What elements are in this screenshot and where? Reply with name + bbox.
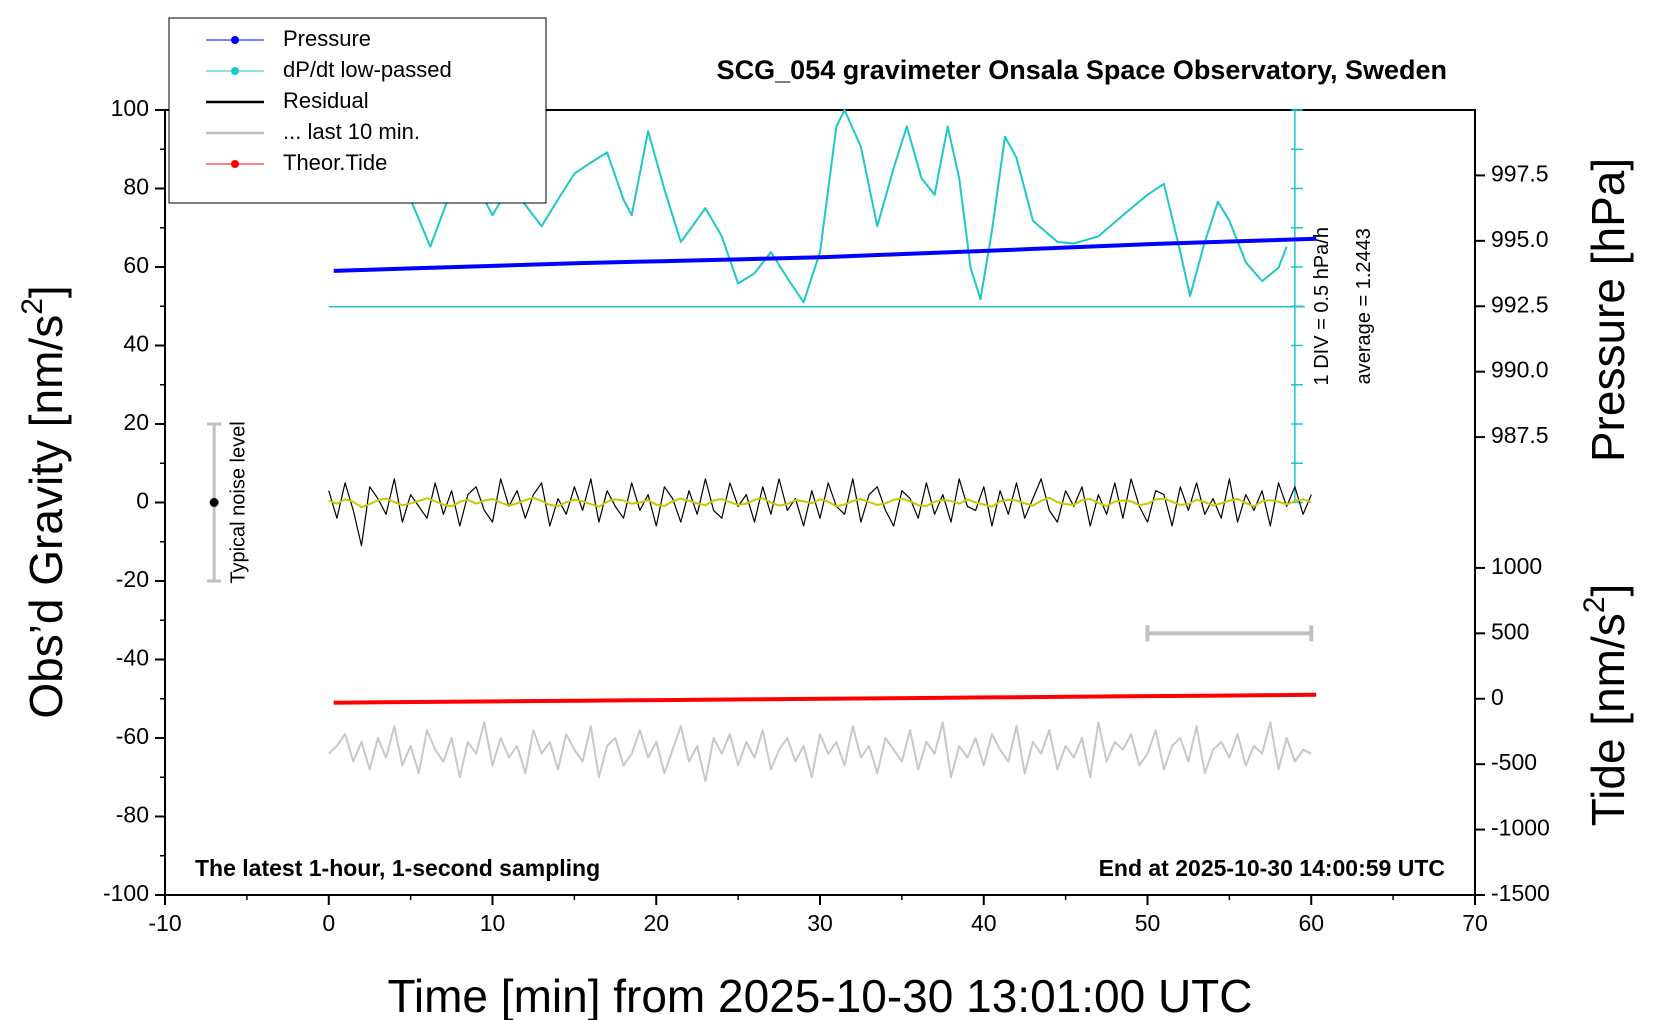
y2-axis-label: Pressure [hPa] bbox=[1582, 158, 1634, 462]
y-tick-label: -20 bbox=[116, 566, 149, 592]
annotation: The latest 1-hour, 1-second sampling bbox=[195, 855, 600, 881]
x-tick-label: 70 bbox=[1462, 910, 1488, 936]
legend-marker bbox=[231, 160, 239, 168]
y3-tick-label: -500 bbox=[1491, 749, 1537, 775]
y3-axis-label: Tide [nm/s2] bbox=[1578, 584, 1634, 827]
series-line bbox=[333, 692, 1317, 705]
y-tick-label: 80 bbox=[123, 174, 149, 200]
y3-tick-label: -1000 bbox=[1491, 815, 1550, 841]
y2-tick-label: 990.0 bbox=[1491, 357, 1549, 383]
dpdt-average-label: average = 1.2443 bbox=[1353, 228, 1375, 384]
x-tick-label: 50 bbox=[1135, 910, 1161, 936]
dpdt-scale-label: 1 DIV = 0.5 hPa/h bbox=[1311, 227, 1333, 385]
x-tick-label: -10 bbox=[148, 910, 181, 936]
y2-tick-label: 987.5 bbox=[1491, 422, 1549, 448]
legend-label: Theor.Tide bbox=[283, 150, 387, 175]
noise-bar-center bbox=[209, 498, 219, 507]
y-tick-label: -40 bbox=[116, 645, 149, 671]
y3-axis-label-part: ] bbox=[1582, 584, 1634, 597]
y3-tick-label: 0 bbox=[1491, 684, 1504, 710]
legend-label: dP/dt low-passed bbox=[283, 57, 452, 82]
y-tick-label: -80 bbox=[116, 802, 149, 828]
x-tick-label: 30 bbox=[807, 910, 833, 936]
legend-label: Residual bbox=[283, 88, 369, 113]
chart-title: SCG_054 gravimeter Onsala Space Observat… bbox=[717, 55, 1447, 85]
y2-tick-label: 995.0 bbox=[1491, 226, 1549, 252]
legend: Pressure dP/dt low-passed Residual ... last… bbox=[168, 17, 547, 204]
y-tick-label: 60 bbox=[123, 252, 149, 278]
x-tick-label: 20 bbox=[643, 910, 669, 936]
x-axis-label: Time [min] from 2025-10-30 13:01:00 UTC bbox=[388, 970, 1253, 1020]
series-line bbox=[328, 478, 1312, 547]
y-axis-label-part: ] bbox=[20, 285, 72, 298]
x-tick-label: 40 bbox=[971, 910, 997, 936]
y3-axis-label-part: Tide [nm/s bbox=[1582, 613, 1634, 826]
annotation: End at 2025-10-30 14:00:59 UTC bbox=[1099, 855, 1445, 881]
series-line bbox=[333, 236, 1317, 273]
legend-marker bbox=[231, 67, 239, 75]
x-tick-label: 10 bbox=[480, 910, 506, 936]
y2-tick-label: 992.5 bbox=[1491, 291, 1549, 317]
y-tick-label: 0 bbox=[136, 488, 149, 514]
plot-area: -10 0 10 20 30 40 50 60 70-100-80-60-40-20020406… bbox=[103, 95, 1550, 936]
y2-tick-label: 997.5 bbox=[1491, 160, 1549, 186]
y3-tick-label: 500 bbox=[1491, 618, 1529, 644]
y-axis-label-part: Obs’d Gravity [nm/s bbox=[20, 315, 72, 719]
legend-label: ... last 10 min. bbox=[283, 119, 420, 144]
legend-box bbox=[168, 17, 547, 204]
y-tick-label: 40 bbox=[123, 331, 149, 357]
x-tick-label: 60 bbox=[1298, 910, 1324, 936]
x-tick-label: 0 bbox=[322, 910, 335, 936]
y3-axis-label-sup: 2 bbox=[1578, 597, 1611, 614]
y-tick-label: -100 bbox=[103, 880, 149, 906]
y3-tick-label: 1000 bbox=[1491, 553, 1542, 579]
series-line bbox=[401, 109, 1288, 304]
noise-bar-label: Typical noise level bbox=[227, 421, 249, 583]
y-tick-label: 100 bbox=[111, 95, 149, 121]
y-tick-label: -60 bbox=[116, 723, 149, 749]
y-axis-label: Obs’d Gravity [nm/s2] bbox=[16, 285, 72, 718]
legend-label: Pressure bbox=[283, 26, 371, 51]
series-line bbox=[328, 496, 1312, 509]
y3-tick-label: -1500 bbox=[1491, 880, 1550, 906]
y-tick-label: 20 bbox=[123, 409, 149, 435]
series-line bbox=[328, 721, 1312, 783]
legend-marker bbox=[231, 36, 239, 44]
y-axis-label-sup: 2 bbox=[16, 298, 49, 315]
